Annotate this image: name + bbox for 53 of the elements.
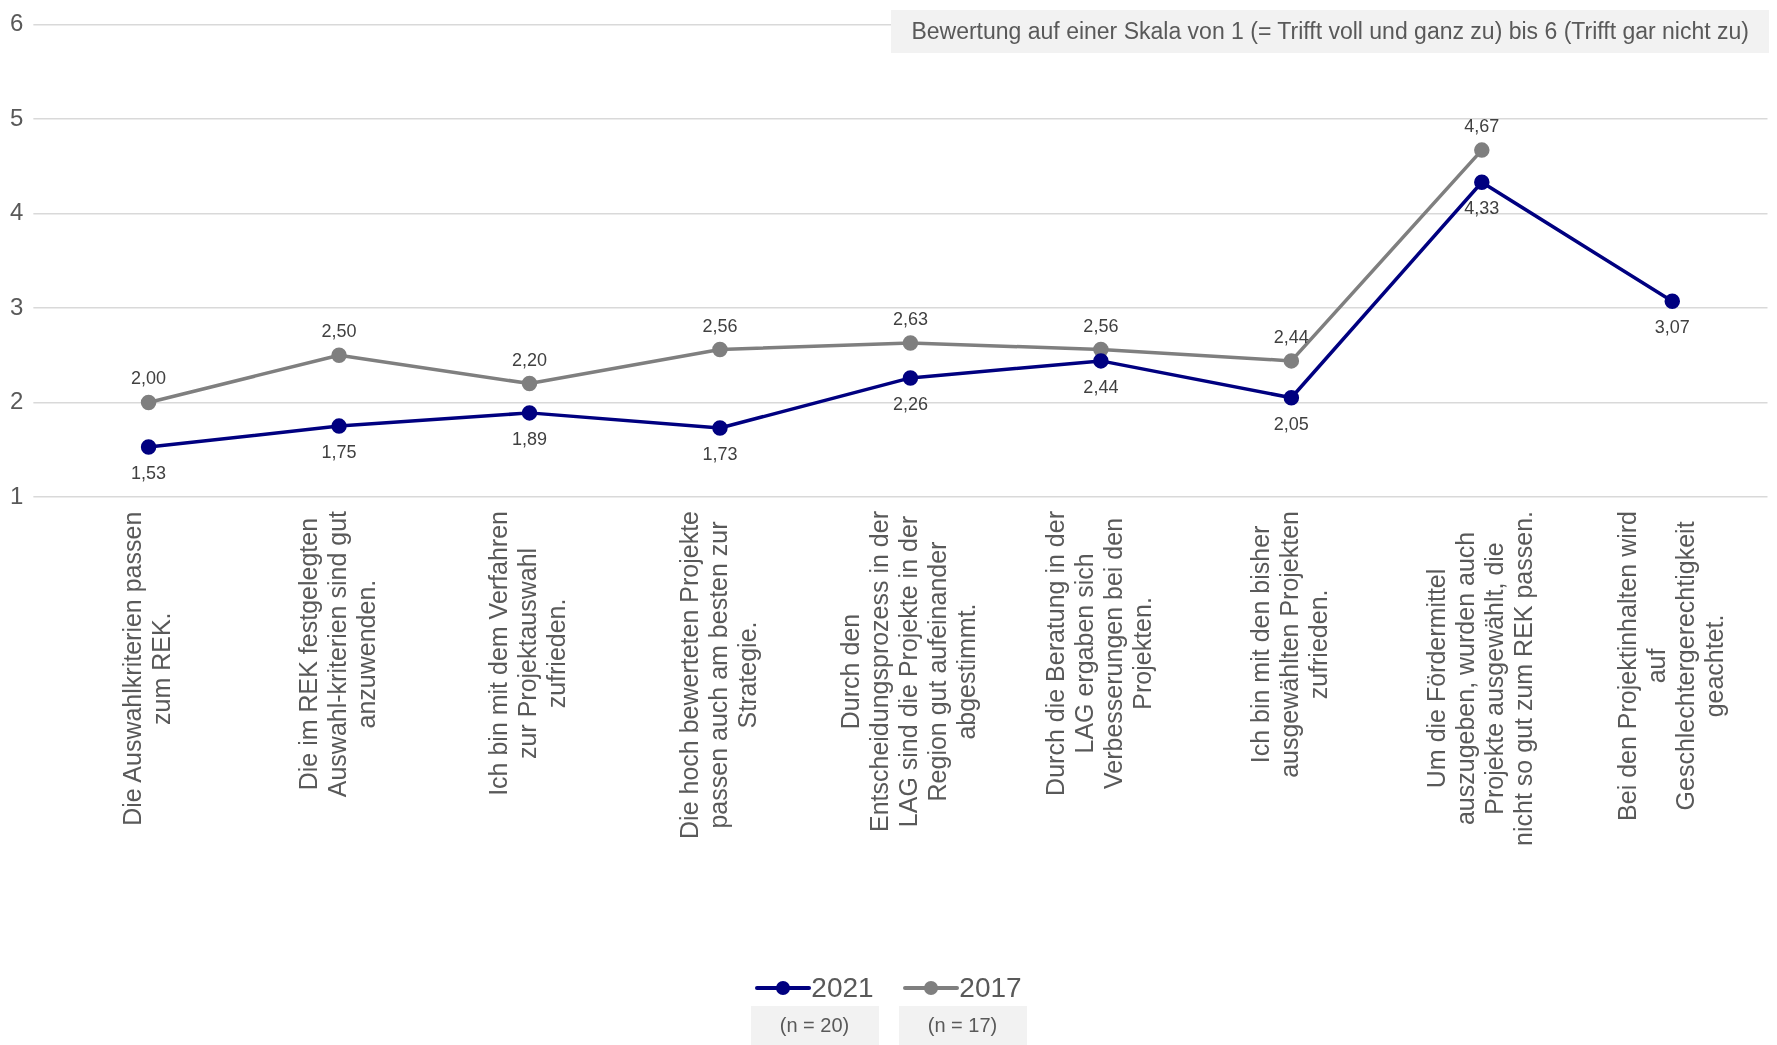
- point: [140, 394, 157, 411]
- x-tick-label: Ich bin mit dem Verfahren zur Projektauswahl zufrieden.: [484, 510, 571, 796]
- data-label: 2,56: [1083, 315, 1119, 336]
- point: [331, 418, 347, 434]
- data-label: 4,33: [1464, 198, 1500, 219]
- data-label: 2,20: [511, 349, 548, 370]
- x-tick-label: Die im REK festgelegten Auswahl-kriterien sind gut anzuwenden.: [293, 510, 380, 798]
- text: (n = 20): [750, 1006, 879, 1045]
- data-label: 2,05: [1273, 413, 1309, 434]
- x-tick-label: Um die Fördermittel auszugeben, wurden auch Projekte ausgewählt, die nicht so gut zum REK passen.: [1422, 511, 1538, 846]
- x-tick-label: Bei den Projektinhalten wird auf Geschlechtergerechtigkeit geachtet.: [1612, 511, 1728, 821]
- y-tick-label: 1: [9, 481, 24, 509]
- point: [331, 347, 347, 363]
- point: [902, 370, 919, 386]
- point: [521, 405, 538, 421]
- x-tick-label: Durch die Beratung in der LAG ergaben sich Verbesserungen bei den Projekten.: [1041, 511, 1157, 796]
- point: [1664, 293, 1681, 310]
- x-tick-label: Durch den Entscheidungsprozess in der LAG sind die Projekte in der Region gut aufeinander abgestimmt.: [836, 510, 981, 833]
- data-label: 2,44: [1273, 326, 1309, 347]
- y-tick-label: 6: [9, 9, 24, 37]
- data-label: 2,50: [321, 321, 357, 342]
- y-tick-label: 2: [9, 387, 24, 415]
- data-label: 4,67: [1464, 116, 1500, 137]
- data-label: 1,89: [511, 428, 548, 449]
- point: [712, 420, 728, 436]
- x-tick-label: Ich bin mit den bisher ausgewählten Projekten zufrieden.: [1246, 510, 1333, 778]
- y-tick-label: 3: [9, 292, 24, 320]
- data-label: 2,00: [131, 368, 167, 389]
- x-tick-label: Die Auswahlkriterien passen zum REK.: [117, 511, 175, 826]
- data-label: 2,63: [892, 308, 928, 329]
- x-tick-label: Die hoch bewerteten Projekte passen auch am besten zur Strategie.: [674, 511, 761, 839]
- point: [712, 341, 728, 358]
- data-label: 2,26: [892, 393, 928, 414]
- y-tick-label: 5: [9, 103, 24, 131]
- legend-label: 2017: [959, 972, 1022, 1004]
- point: [1474, 174, 1490, 190]
- data-label: 1,73: [702, 443, 738, 464]
- point: [1474, 142, 1490, 158]
- data-label: 1,75: [321, 442, 357, 463]
- data-label: 2,44: [1083, 376, 1119, 397]
- point: [902, 335, 919, 351]
- text: (n = 17): [898, 1006, 1027, 1045]
- point: [140, 439, 157, 455]
- point: [1283, 353, 1300, 369]
- data-label: 1,53: [131, 462, 167, 483]
- point: [1283, 390, 1300, 406]
- point: [521, 375, 538, 392]
- annotation: Bewertung auf einer Skala von 1 (= Trifft voll und ganz zu) bis 6 (Trifft gar nicht zu): [891, 10, 1769, 53]
- y-tick-label: 4: [9, 198, 24, 226]
- legend-label: 2021: [811, 972, 874, 1004]
- point: [1093, 353, 1109, 369]
- data-label: 2,56: [702, 315, 738, 336]
- data-label: 3,07: [1654, 317, 1690, 338]
